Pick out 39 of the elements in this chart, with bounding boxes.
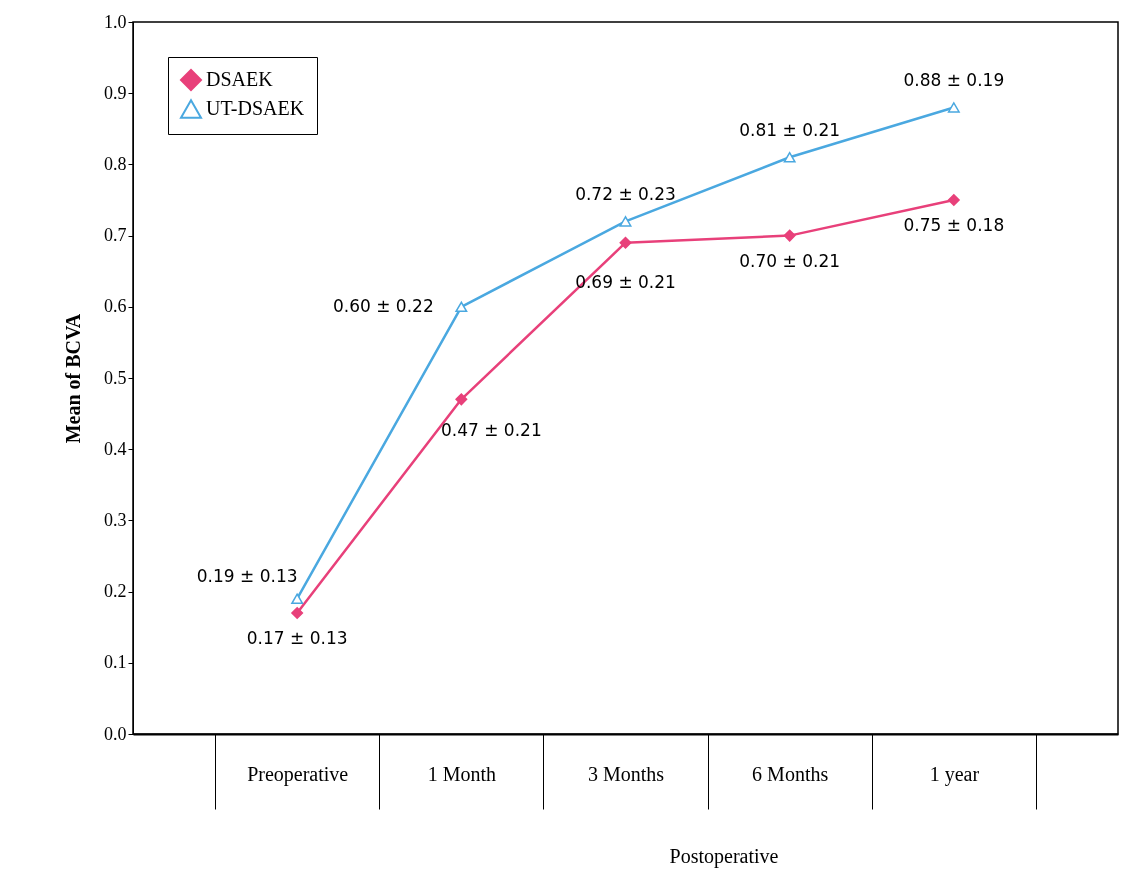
y-tick-label: 0.3 — [104, 509, 127, 530]
point — [947, 102, 960, 113]
y-tick-label: 0.6 — [104, 296, 127, 317]
y-axis-title: Mean of BCVA — [62, 313, 84, 444]
data-label: 0.81 ± 0.21 — [739, 120, 841, 141]
y-tick-label: 0.8 — [104, 153, 127, 174]
data-label: 0.75 ± 0.18 — [903, 215, 1005, 235]
x-tick-label: 6 Months — [752, 762, 829, 785]
text: Postoperative — [669, 845, 779, 868]
y-tick-label: 0.5 — [104, 367, 127, 388]
data-label: 0.72 ± 0.23 — [575, 184, 676, 205]
point — [291, 606, 304, 619]
y-tick-label: 1.0 — [104, 11, 127, 32]
x-tick-label: Preoperative — [247, 762, 349, 786]
data-label: 0.17 ± 0.13 — [246, 627, 348, 648]
point — [947, 194, 960, 206]
y-tick-label: 0.1 — [104, 652, 127, 673]
y-tick-label: 0.4 — [104, 438, 127, 459]
legend-label: DSAEK — [206, 68, 274, 90]
y-tick-label: 0.0 — [104, 723, 127, 744]
point — [291, 593, 304, 605]
x-tick-label: 1 Month — [427, 762, 497, 785]
point — [619, 216, 632, 227]
point — [783, 151, 796, 163]
y-tick-label: 0.9 — [104, 82, 127, 103]
data-label: 0.70 ± 0.21 — [739, 250, 841, 271]
y-tick-label: 0.2 — [104, 581, 127, 602]
data-label: 0.60 ± 0.22 — [332, 295, 434, 316]
point — [455, 301, 468, 313]
x-tick-label: 1 year — [929, 762, 980, 786]
point — [455, 393, 468, 406]
data-label: 0.19 ± 0.13 — [196, 565, 298, 586]
x-tick-label: 3 Months — [587, 762, 665, 785]
legend-label: UT-DSAEK — [206, 97, 305, 119]
data-label: 0.47 ± 0.21 — [440, 420, 542, 441]
point — [619, 236, 632, 249]
y-tick-label: 0.7 — [104, 225, 127, 246]
data-label: 0.88 ± 0.19 — [903, 70, 1005, 91]
point — [783, 229, 796, 242]
